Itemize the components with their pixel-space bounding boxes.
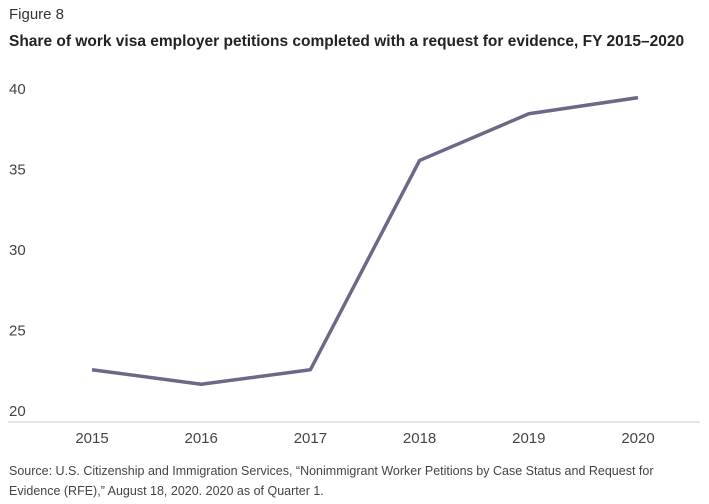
x-tick-label: 2019	[512, 430, 545, 447]
y-tick-label: 20	[9, 403, 26, 420]
figure-label: Figure 8	[9, 6, 65, 23]
x-tick-label: 2018	[403, 430, 436, 447]
y-tick-label: 35	[9, 162, 26, 179]
source-note: Source: U.S. Citizenship and Immigration…	[9, 464, 654, 498]
x-tick-label: 2017	[294, 430, 327, 447]
x-tick-label: 2016	[185, 430, 218, 447]
y-tick-label: 40	[9, 81, 26, 98]
x-tick-label: 2015	[75, 430, 108, 447]
series-line	[91, 95, 639, 386]
y-tick-label: 25	[9, 323, 26, 340]
chart-title: Share of work visa employer petitions co…	[9, 33, 685, 50]
y-tick-label: 30	[9, 242, 26, 259]
x-tick-label: 2020	[621, 430, 654, 447]
